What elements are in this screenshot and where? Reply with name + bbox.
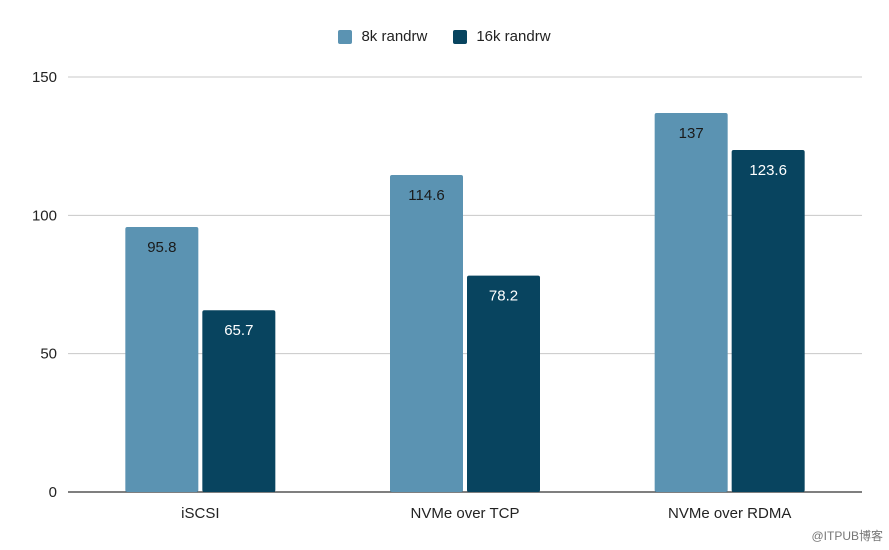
data-label-16k-2: 123.6 bbox=[749, 162, 787, 179]
legend-item-8k: 8k randrw bbox=[338, 28, 427, 45]
chart-legend: 8k randrw 16k randrw bbox=[0, 28, 889, 45]
legend-label-16k: 16k randrw bbox=[476, 28, 551, 45]
legend-swatch-8k bbox=[338, 29, 353, 44]
x-tick-label-1: NVMe over TCP bbox=[411, 505, 520, 522]
bar-8k-0 bbox=[125, 226, 199, 492]
y-tick-label-50: 50 bbox=[40, 346, 57, 363]
bar-8k-1 bbox=[390, 174, 463, 492]
bar-8k-2 bbox=[654, 112, 728, 492]
data-label-16k-1: 78.2 bbox=[489, 288, 518, 305]
x-tick-label-0: iSCSI bbox=[181, 505, 219, 522]
bar-16k-1 bbox=[467, 275, 540, 492]
bar-16k-2 bbox=[731, 150, 805, 493]
legend-label-8k: 8k randrw bbox=[361, 28, 428, 45]
y-tick-label-0: 0 bbox=[49, 484, 57, 501]
legend-swatch-16k bbox=[453, 29, 468, 44]
data-label-16k-0: 65.7 bbox=[224, 322, 253, 339]
legend-item-16k: 16k randrw bbox=[453, 28, 551, 45]
bar-16k-0 bbox=[202, 310, 276, 492]
watermark: @ITPUB博客 bbox=[811, 529, 883, 543]
y-tick-label-100: 100 bbox=[32, 207, 57, 224]
y-tick-label-150: 150 bbox=[32, 69, 57, 86]
x-tick-label-2: NVMe over RDMA bbox=[668, 505, 791, 522]
data-label-8k-1: 114.6 bbox=[408, 187, 444, 204]
data-label-8k-2: 137 bbox=[679, 125, 704, 142]
data-label-8k-0: 95.8 bbox=[147, 239, 176, 256]
